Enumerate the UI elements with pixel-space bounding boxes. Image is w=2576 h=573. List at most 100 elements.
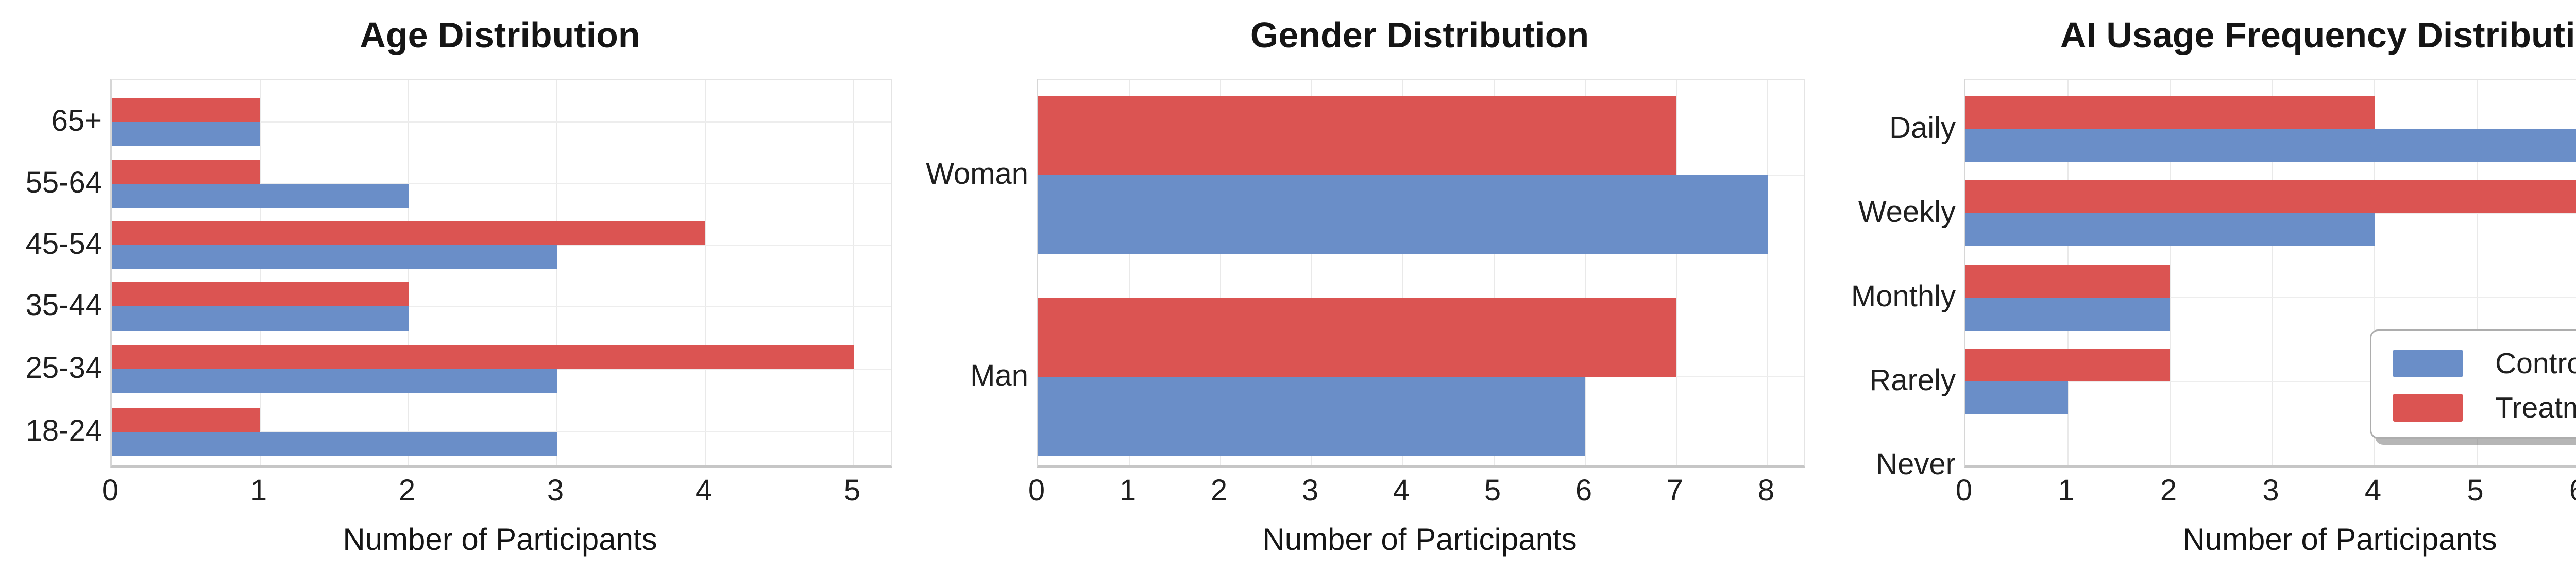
- legend-swatch-treatment-icon: [2393, 394, 2463, 422]
- x-tick-label: 2: [1210, 474, 1228, 507]
- bar-treatment: [112, 408, 260, 432]
- category-label: Monthly: [1851, 280, 1956, 313]
- bar-control: [1965, 213, 2375, 246]
- x-tick-label: 8: [1757, 474, 1775, 507]
- y-gridline: [1965, 297, 2576, 298]
- category-label: Woman: [926, 157, 1028, 190]
- bar-treatment: [1038, 298, 1676, 377]
- x-gridline: [1129, 80, 1130, 465]
- bar-treatment: [1965, 96, 2375, 129]
- bar-control: [112, 245, 557, 269]
- plot-area: [1037, 79, 1805, 468]
- chart-title: Gender Distribution: [1250, 15, 1589, 55]
- bar-control: [1038, 377, 1585, 456]
- x-gridline: [2374, 80, 2375, 465]
- bar-treatment: [1038, 96, 1676, 175]
- x-tick-label: 5: [843, 474, 861, 507]
- chart-age-distribution: Age Distribution Number of Participants …: [0, 0, 913, 573]
- bar-treatment: [1965, 349, 2170, 381]
- bar-control: [112, 122, 260, 146]
- x-gridline: [853, 80, 854, 465]
- x-tick-label: 0: [101, 474, 119, 507]
- x-tick-label: 3: [1301, 474, 1319, 507]
- x-tick-label: 3: [2262, 474, 2279, 507]
- x-tick-label: 4: [1393, 474, 1410, 507]
- bar-control: [112, 306, 409, 331]
- bar-control: [112, 369, 557, 393]
- bar-control: [1965, 129, 2576, 162]
- chart-gender-distribution: Gender Distribution Number of Participan…: [913, 0, 1826, 573]
- x-gridline: [1494, 80, 1495, 465]
- y-gridline: [112, 121, 891, 123]
- bar-control: [1965, 298, 2170, 331]
- bar-treatment: [1965, 265, 2170, 298]
- y-gridline: [112, 183, 891, 184]
- x-tick-label: 2: [398, 474, 416, 507]
- x-gridline: [1402, 80, 1403, 465]
- x-tick-label: 4: [695, 474, 713, 507]
- bar-control: [1965, 381, 2068, 414]
- x-tick-label: 3: [547, 474, 564, 507]
- x-gridline: [2170, 80, 2171, 465]
- x-gridline: [556, 80, 557, 465]
- x-gridline: [1767, 80, 1768, 465]
- plot-area: [110, 79, 892, 468]
- category-label: 35-44: [25, 288, 102, 322]
- x-tick-label: 2: [2160, 474, 2177, 507]
- x-tick-label: 1: [2058, 474, 2075, 507]
- x-axis-label: Number of Participants: [343, 522, 657, 557]
- category-label: Man: [970, 359, 1028, 392]
- y-gridline: [1965, 381, 2576, 382]
- x-tick-label: 1: [250, 474, 267, 507]
- bar-control: [112, 432, 557, 456]
- bar-treatment: [112, 160, 260, 184]
- x-axis-label: Number of Participants: [2182, 522, 2497, 557]
- bar-treatment: [112, 221, 705, 245]
- x-tick-label: 0: [1028, 474, 1045, 507]
- x-gridline: [1220, 80, 1221, 465]
- x-tick-label: 5: [1484, 474, 1501, 507]
- category-label: Daily: [1889, 111, 1956, 145]
- category-label: Rarely: [1869, 363, 1956, 397]
- x-tick-label: 6: [1575, 474, 1592, 507]
- x-gridline: [408, 80, 409, 465]
- legend-label-treatment: Treatment: [2495, 391, 2576, 424]
- x-tick-label: 4: [2364, 474, 2382, 507]
- bar-treatment: [1965, 180, 2576, 213]
- bar-control: [112, 184, 409, 208]
- x-gridline: [1676, 80, 1677, 465]
- bar-control: [1038, 175, 1768, 254]
- x-axis-label: Number of Participants: [1262, 522, 1577, 557]
- chart-title: AI Usage Frequency Distribution: [2060, 15, 2576, 55]
- category-label: 55-64: [25, 166, 102, 199]
- category-label: Weekly: [1858, 195, 1956, 229]
- x-tick-label: 6: [2557, 473, 2576, 509]
- legend-row-control: Control: [2371, 341, 2576, 386]
- category-label: 25-34: [25, 351, 102, 385]
- x-gridline: [2272, 80, 2273, 465]
- legend-swatch-control-icon: [2393, 350, 2463, 377]
- x-gridline: [2476, 80, 2478, 465]
- category-label: 18-24: [25, 414, 102, 447]
- x-tick-label: 5: [2467, 474, 2484, 507]
- category-label: 45-54: [25, 227, 102, 261]
- x-tick-label: 7: [1666, 474, 1684, 507]
- x-gridline: [1585, 80, 1586, 465]
- plot-area: [1964, 79, 2576, 468]
- category-label: 65+: [51, 104, 102, 137]
- x-tick-label: 0: [1955, 474, 1973, 507]
- x-gridline: [705, 80, 706, 465]
- x-gridline: [260, 80, 261, 465]
- category-label: Never: [1876, 447, 1956, 481]
- bar-treatment: [112, 345, 854, 369]
- legend-box: Control Treatment: [2370, 329, 2576, 439]
- x-tick-label: 1: [1119, 474, 1137, 507]
- bar-treatment: [112, 282, 409, 306]
- legend-label-control: Control: [2495, 347, 2576, 380]
- chart-title: Age Distribution: [360, 15, 640, 55]
- y-gridline: [112, 306, 891, 307]
- chart-ai-usage-frequency-distribution: AI Usage Frequency Distribution Number o…: [1826, 0, 2576, 573]
- bar-treatment: [112, 98, 260, 122]
- legend-row-treatment: Treatment: [2371, 386, 2576, 430]
